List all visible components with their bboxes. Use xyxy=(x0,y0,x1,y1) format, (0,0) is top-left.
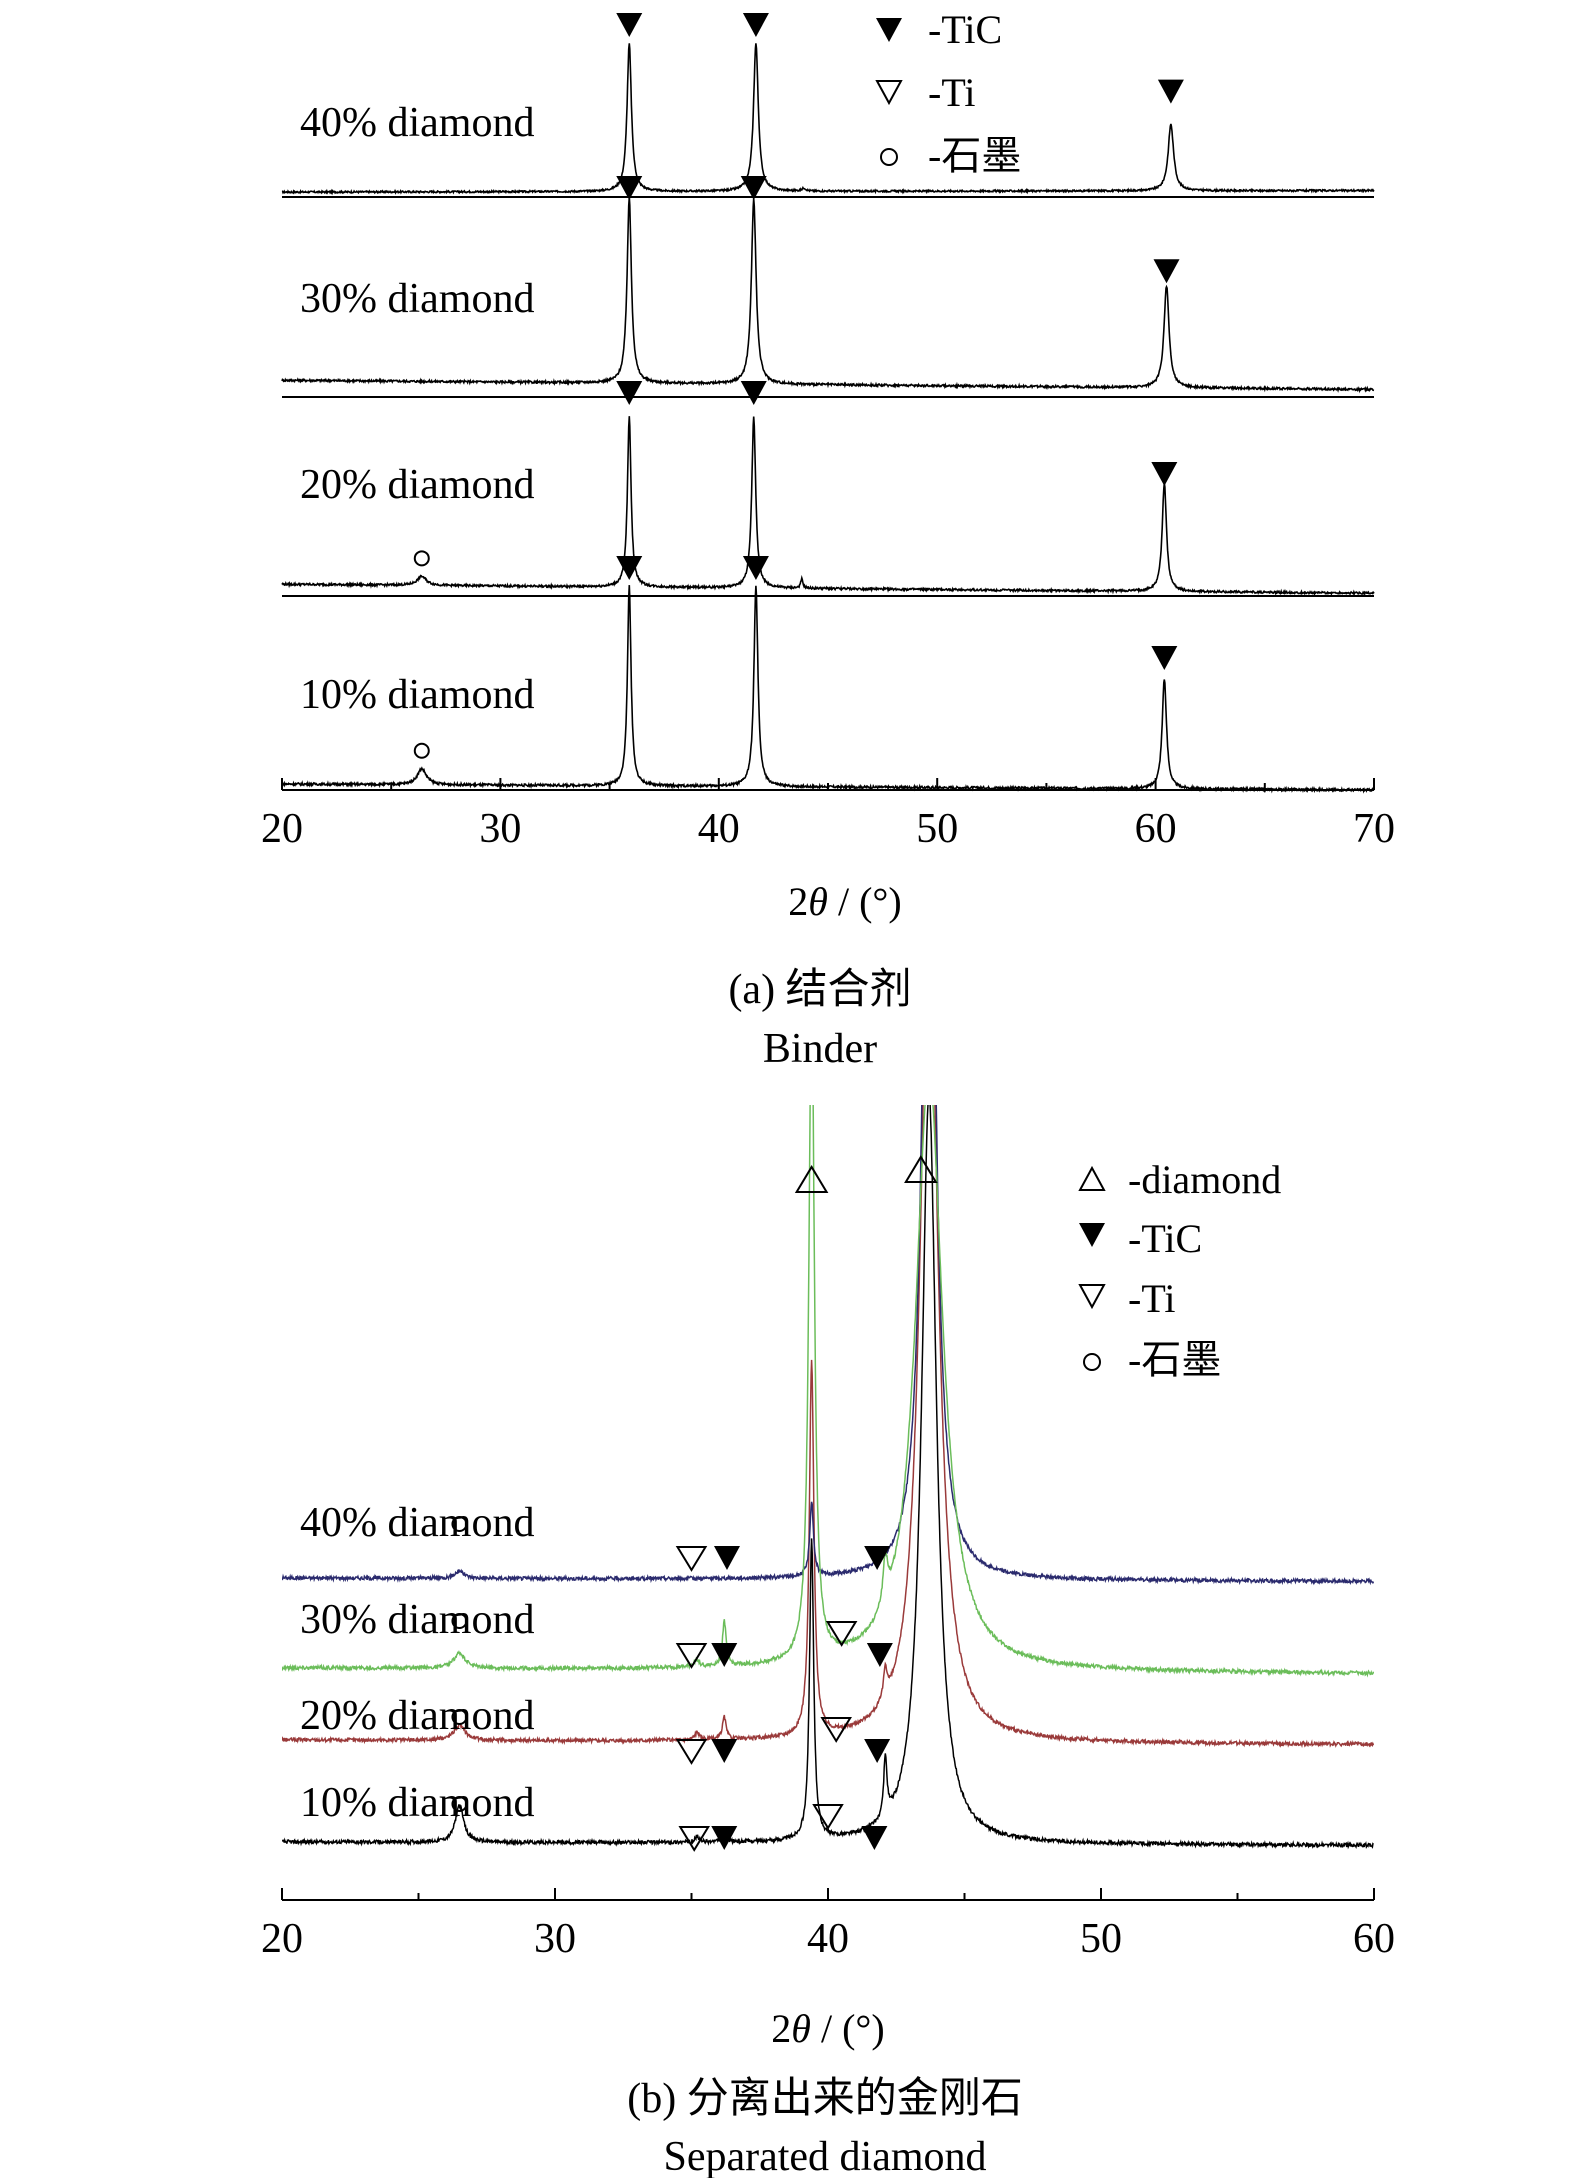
panel-a-tick-label: 30 xyxy=(479,806,521,852)
panel-b-x-axis-title: 2θ / (°) xyxy=(771,2006,884,2051)
panel-b-tick-label: 60 xyxy=(1353,1916,1395,1962)
ti-peak-marker xyxy=(678,1826,711,1852)
tic-peak-marker xyxy=(1157,79,1184,104)
panel-b-series-labels: 40% diamond 30% diamond 20% diamond 10% dia… xyxy=(300,1500,534,1826)
tic-peak-marker xyxy=(1151,646,1178,670)
tic-peak-marker xyxy=(864,1739,891,1763)
panel-b-series-label: 40% diamond xyxy=(300,1500,534,1546)
panel-a-chart: 40% diamond 30% diamond 20% diamond 10% dia… xyxy=(261,7,1395,1072)
ti-peak-marker xyxy=(825,1621,858,1647)
panel-b-caption-en: Separated diamond xyxy=(663,2134,986,2178)
tic-peak-marker xyxy=(740,176,767,200)
tic-peak-marker xyxy=(742,556,769,580)
filled-down-triangle-icon xyxy=(1079,1223,1105,1247)
tic-peak-marker xyxy=(616,381,643,405)
tic-peak-marker xyxy=(713,1546,740,1570)
graphite-peak-marker xyxy=(451,1516,468,1532)
tic-peak-marker xyxy=(866,1643,893,1667)
diamond-peak-marker xyxy=(794,1165,829,1193)
open-down-triangle-icon xyxy=(1078,1284,1106,1310)
panel-b-markers xyxy=(451,1155,938,1852)
graphite-peak-marker xyxy=(413,742,430,759)
panel-a-series-label: 20% diamond xyxy=(300,462,534,508)
tic-peak-marker xyxy=(616,176,643,200)
graphite-peak-marker xyxy=(451,1709,468,1725)
diamond-peak-marker xyxy=(904,1155,938,1183)
panel-a-tick-label: 60 xyxy=(1135,806,1177,852)
graphite-peak-marker xyxy=(451,1613,468,1629)
circle-icon xyxy=(1083,1353,1101,1371)
panel-b-trace xyxy=(282,1105,1374,1850)
panel-b-series-label: 30% diamond xyxy=(300,1597,534,1643)
panel-b-x-axis: 20 30 40 50 60 xyxy=(261,1888,1395,1962)
open-up-triangle-icon xyxy=(1078,1165,1106,1191)
ti-peak-marker xyxy=(675,1546,708,1572)
panel-b-tick-label: 20 xyxy=(261,1916,303,1962)
panel-b-tick-label: 30 xyxy=(534,1916,576,1962)
panel-a-caption-en: Binder xyxy=(763,1026,877,1072)
panel-a-separators xyxy=(282,196,1374,597)
open-down-triangle-icon xyxy=(875,80,903,106)
panel-a-legend-graphite: -石墨 xyxy=(928,133,1021,178)
tic-peak-marker xyxy=(1151,462,1178,486)
tic-peak-marker xyxy=(742,13,769,37)
panel-a-tick-label: 40 xyxy=(698,806,740,852)
circle-icon xyxy=(880,148,898,166)
panel-a-series-label: 10% diamond xyxy=(300,672,534,718)
ti-peak-marker xyxy=(820,1717,852,1743)
graphite-peak-marker xyxy=(451,1796,468,1812)
panel-b-legend-tic: -TiC xyxy=(1128,1216,1202,1261)
panel-a-markers xyxy=(413,13,1184,759)
panel-b-caption-cn: (b) 分离出来的金刚石 xyxy=(627,2075,1022,2122)
tic-peak-marker xyxy=(861,1826,888,1850)
tic-peak-marker xyxy=(616,556,643,580)
panel-a-x-axis: 20 30 40 50 60 70 xyxy=(261,778,1395,852)
panel-b-trace xyxy=(282,1105,1374,1586)
panel-a-trace xyxy=(281,43,1375,196)
panel-a-tick-label: 50 xyxy=(916,806,958,852)
panel-a-tick-label: 70 xyxy=(1353,806,1395,852)
panel-b-tick-label: 40 xyxy=(807,1916,849,1962)
panel-a-tick-label: 20 xyxy=(261,806,303,852)
panel-a-series-label: 30% diamond xyxy=(300,276,534,322)
panel-a-x-axis-title: 2θ / (°) xyxy=(788,879,901,924)
panel-b-legend: -diamond -TiC -Ti -石墨 xyxy=(1078,1157,1281,1382)
panel-b-series-label: 10% diamond xyxy=(300,1780,534,1826)
panel-a-series-labels: 40% diamond 30% diamond 20% diamond 10% dia… xyxy=(300,100,534,718)
panel-a-legend: -TiC -Ti -石墨 xyxy=(875,7,1021,178)
panel-b-tick-label: 50 xyxy=(1080,1916,1122,1962)
panel-b-legend-ti: -Ti xyxy=(1128,1276,1175,1321)
panel-b-series-label: 20% diamond xyxy=(300,1693,534,1739)
tic-peak-marker xyxy=(740,381,767,405)
panel-a-caption-cn: (a) 结合剂 xyxy=(728,967,911,1013)
panel-a-trace xyxy=(281,196,1375,394)
graphite-peak-marker xyxy=(413,550,430,567)
panel-b-legend-diamond: -diamond xyxy=(1128,1157,1281,1202)
tic-peak-marker xyxy=(864,1546,891,1570)
panel-b-trace xyxy=(282,1105,1374,1749)
panel-a-legend-tic: -TiC xyxy=(928,7,1002,52)
panel-a-trace xyxy=(281,416,1375,597)
panel-a-series-label: 40% diamond xyxy=(300,100,534,146)
ti-peak-marker xyxy=(675,1643,708,1669)
filled-down-triangle-icon xyxy=(876,18,902,42)
tic-peak-marker xyxy=(711,1826,738,1850)
panel-b-chart: 40% diamond 30% diamond 20% diamond 10% dia… xyxy=(261,1105,1395,2178)
tic-peak-marker xyxy=(711,1643,738,1667)
panel-b-legend-graphite: -石墨 xyxy=(1128,1337,1221,1382)
panel-b-trace xyxy=(282,1105,1374,1678)
ti-peak-marker xyxy=(675,1739,708,1765)
panel-a-legend-ti: -Ti xyxy=(928,70,975,115)
ti-peak-marker xyxy=(812,1804,844,1830)
tic-peak-marker xyxy=(616,13,643,37)
tic-peak-marker xyxy=(1153,259,1180,284)
tic-peak-marker xyxy=(711,1739,738,1763)
panel-b-curves xyxy=(282,1105,1374,1850)
